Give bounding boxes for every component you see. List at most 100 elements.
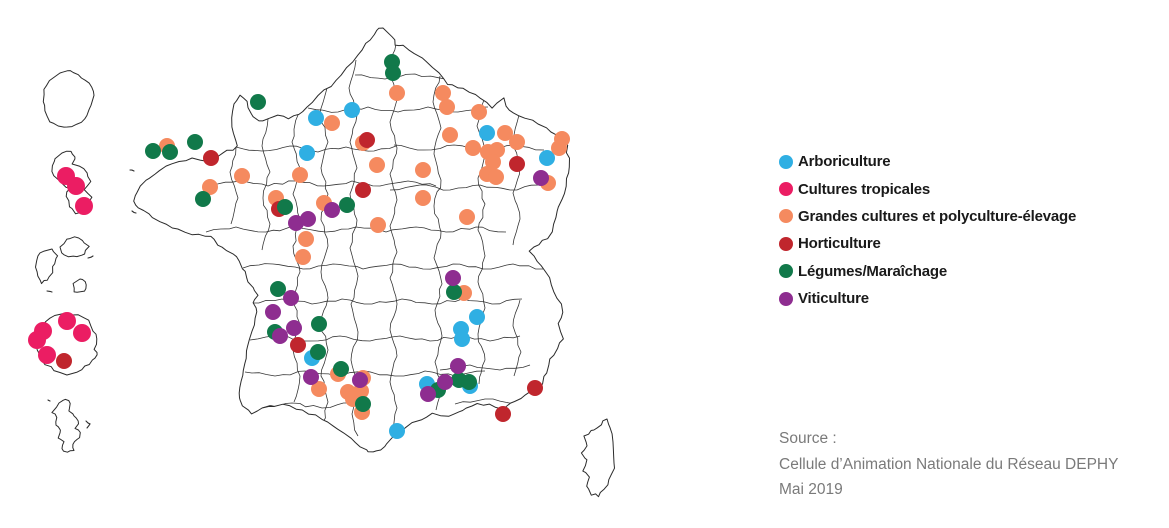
farm-dot-viticulture [283, 290, 299, 306]
legend-item-grandes-cultures: Grandes cultures et polyculture-élevage [779, 203, 1076, 230]
department-border-line [229, 146, 239, 225]
legend-item-viticulture: Viticulture [779, 285, 1076, 312]
islet-mark [85, 420, 91, 429]
legend-dot-grandes-cultures [779, 209, 793, 224]
farm-dot-viticulture [437, 374, 453, 390]
legend-dot-cultures-tropicales [779, 182, 793, 197]
legend-label: Cultures tropicales [798, 180, 931, 198]
farm-dot-cultures_tropicales [38, 346, 56, 364]
legend-label: Légumes/Maraîchage [798, 262, 947, 280]
farm-dot-horticulture [56, 353, 72, 369]
farm-dot-grandes_cultures [435, 85, 451, 101]
farm-dot-viticulture [272, 328, 288, 344]
department-border-line [432, 75, 443, 411]
legend-dot-viticulture [779, 291, 793, 306]
territory-outline [72, 278, 87, 293]
farm-dot-viticulture [420, 386, 436, 402]
farm-dot-grandes_cultures [292, 167, 308, 183]
farm-dot-legumes_maraichage [145, 143, 161, 159]
farm-dot-viticulture [303, 369, 319, 385]
farm-dot-arboriculture [308, 110, 324, 126]
legend-label: Grandes cultures et polyculture-élevage [798, 207, 1077, 225]
farm-dot-grandes_cultures [459, 209, 475, 225]
farm-dot-horticulture [359, 132, 375, 148]
farm-dot-grandes_cultures [471, 104, 487, 120]
department-border-line [354, 73, 446, 80]
farm-dot-viticulture [352, 372, 368, 388]
farm-dot-grandes_cultures [202, 179, 218, 195]
farm-dot-arboriculture [479, 125, 495, 141]
legend-dot-horticulture [779, 236, 793, 251]
department-border-line [389, 43, 398, 431]
legend-item-arboriculture: Arboriculture [779, 148, 1076, 175]
legend-item-horticulture: Horticulture [779, 230, 1076, 257]
farm-dot-grandes_cultures [485, 154, 501, 170]
farm-dot-grandes_cultures [497, 125, 513, 141]
farm-dot-horticulture [509, 156, 525, 172]
farm-dot-viticulture [265, 304, 281, 320]
territory-outline [59, 236, 90, 258]
legend-label: Horticulture [798, 235, 881, 253]
department-border-line [454, 398, 516, 405]
corsica-outline [580, 418, 615, 498]
farm-dot-grandes_cultures [415, 190, 431, 206]
farm-dot-legumes_maraichage [277, 199, 293, 215]
farm-dot-grandes_cultures [324, 115, 340, 131]
farm-dot-cultures_tropicales [73, 324, 91, 342]
farm-dot-horticulture [495, 406, 511, 422]
territory-outline [51, 398, 81, 453]
department-border-line [307, 106, 489, 113]
islet-mark [46, 290, 53, 293]
department-border-line [319, 87, 329, 425]
farm-dot-viticulture [300, 211, 316, 227]
farm-dot-grandes_cultures [389, 85, 405, 101]
farm-dot-grandes_cultures [551, 140, 567, 156]
farm-dot-arboriculture [469, 309, 485, 325]
source-note: Source : Cellule d’Animation Nationale d… [779, 426, 1118, 503]
legend-dot-legumes-maraichage [779, 264, 793, 279]
farm-dot-arboriculture [299, 145, 315, 161]
department-border-line [512, 299, 522, 377]
farm-dot-horticulture [203, 150, 219, 166]
overseas-territories-outlines [35, 70, 98, 453]
farm-dot-legumes_maraichage [446, 284, 462, 300]
farm-dot-legumes_maraichage [333, 361, 349, 377]
farm-dot-legumes_maraichage [250, 94, 266, 110]
source-label: Source : [779, 430, 837, 447]
farm-dot-grandes_cultures [234, 168, 250, 184]
farm-dot-horticulture [527, 380, 543, 396]
department-border-line [348, 59, 359, 437]
farm-dot-arboriculture [389, 423, 405, 439]
source-line2: Mai 2019 [779, 481, 843, 498]
department-border-line [209, 180, 437, 187]
territory-outline [35, 248, 59, 285]
farm-dot-legumes_maraichage [195, 191, 211, 207]
farm-dot-cultures_tropicales [28, 331, 46, 349]
legend-item-legumes-maraichage: Légumes/Maraîchage [779, 258, 1076, 285]
farm-dot-legumes_maraichage [311, 316, 327, 332]
islet-mark [131, 210, 137, 214]
farm-dot-arboriculture [454, 331, 470, 347]
farm-dot-grandes_cultures [295, 249, 311, 265]
farm-dot-legumes_maraichage [187, 134, 203, 150]
farm-dot-grandes_cultures [370, 217, 386, 233]
farm-dot-viticulture [286, 320, 302, 336]
farm-dot-grandes_cultures [488, 169, 504, 185]
farm-dot-legumes_maraichage [355, 396, 371, 412]
farm-dot-viticulture [445, 270, 461, 286]
farm-dot-grandes_cultures [442, 127, 458, 143]
farm-dot-grandes_cultures [369, 157, 385, 173]
farm-dot-legumes_maraichage [162, 144, 178, 160]
farm-dot-grandes_cultures [311, 381, 327, 397]
farm-dot-arboriculture [344, 102, 360, 118]
legend-dot-arboriculture [779, 154, 793, 169]
farm-dot-cultures_tropicales [75, 197, 93, 215]
farm-dot-legumes_maraichage [461, 374, 477, 390]
department-border-line [389, 184, 541, 191]
farm-dot-viticulture [450, 358, 466, 374]
farm-dot-grandes_cultures [439, 99, 455, 115]
farm-dots-layer [28, 54, 570, 439]
farm-dot-grandes_cultures [298, 231, 314, 247]
